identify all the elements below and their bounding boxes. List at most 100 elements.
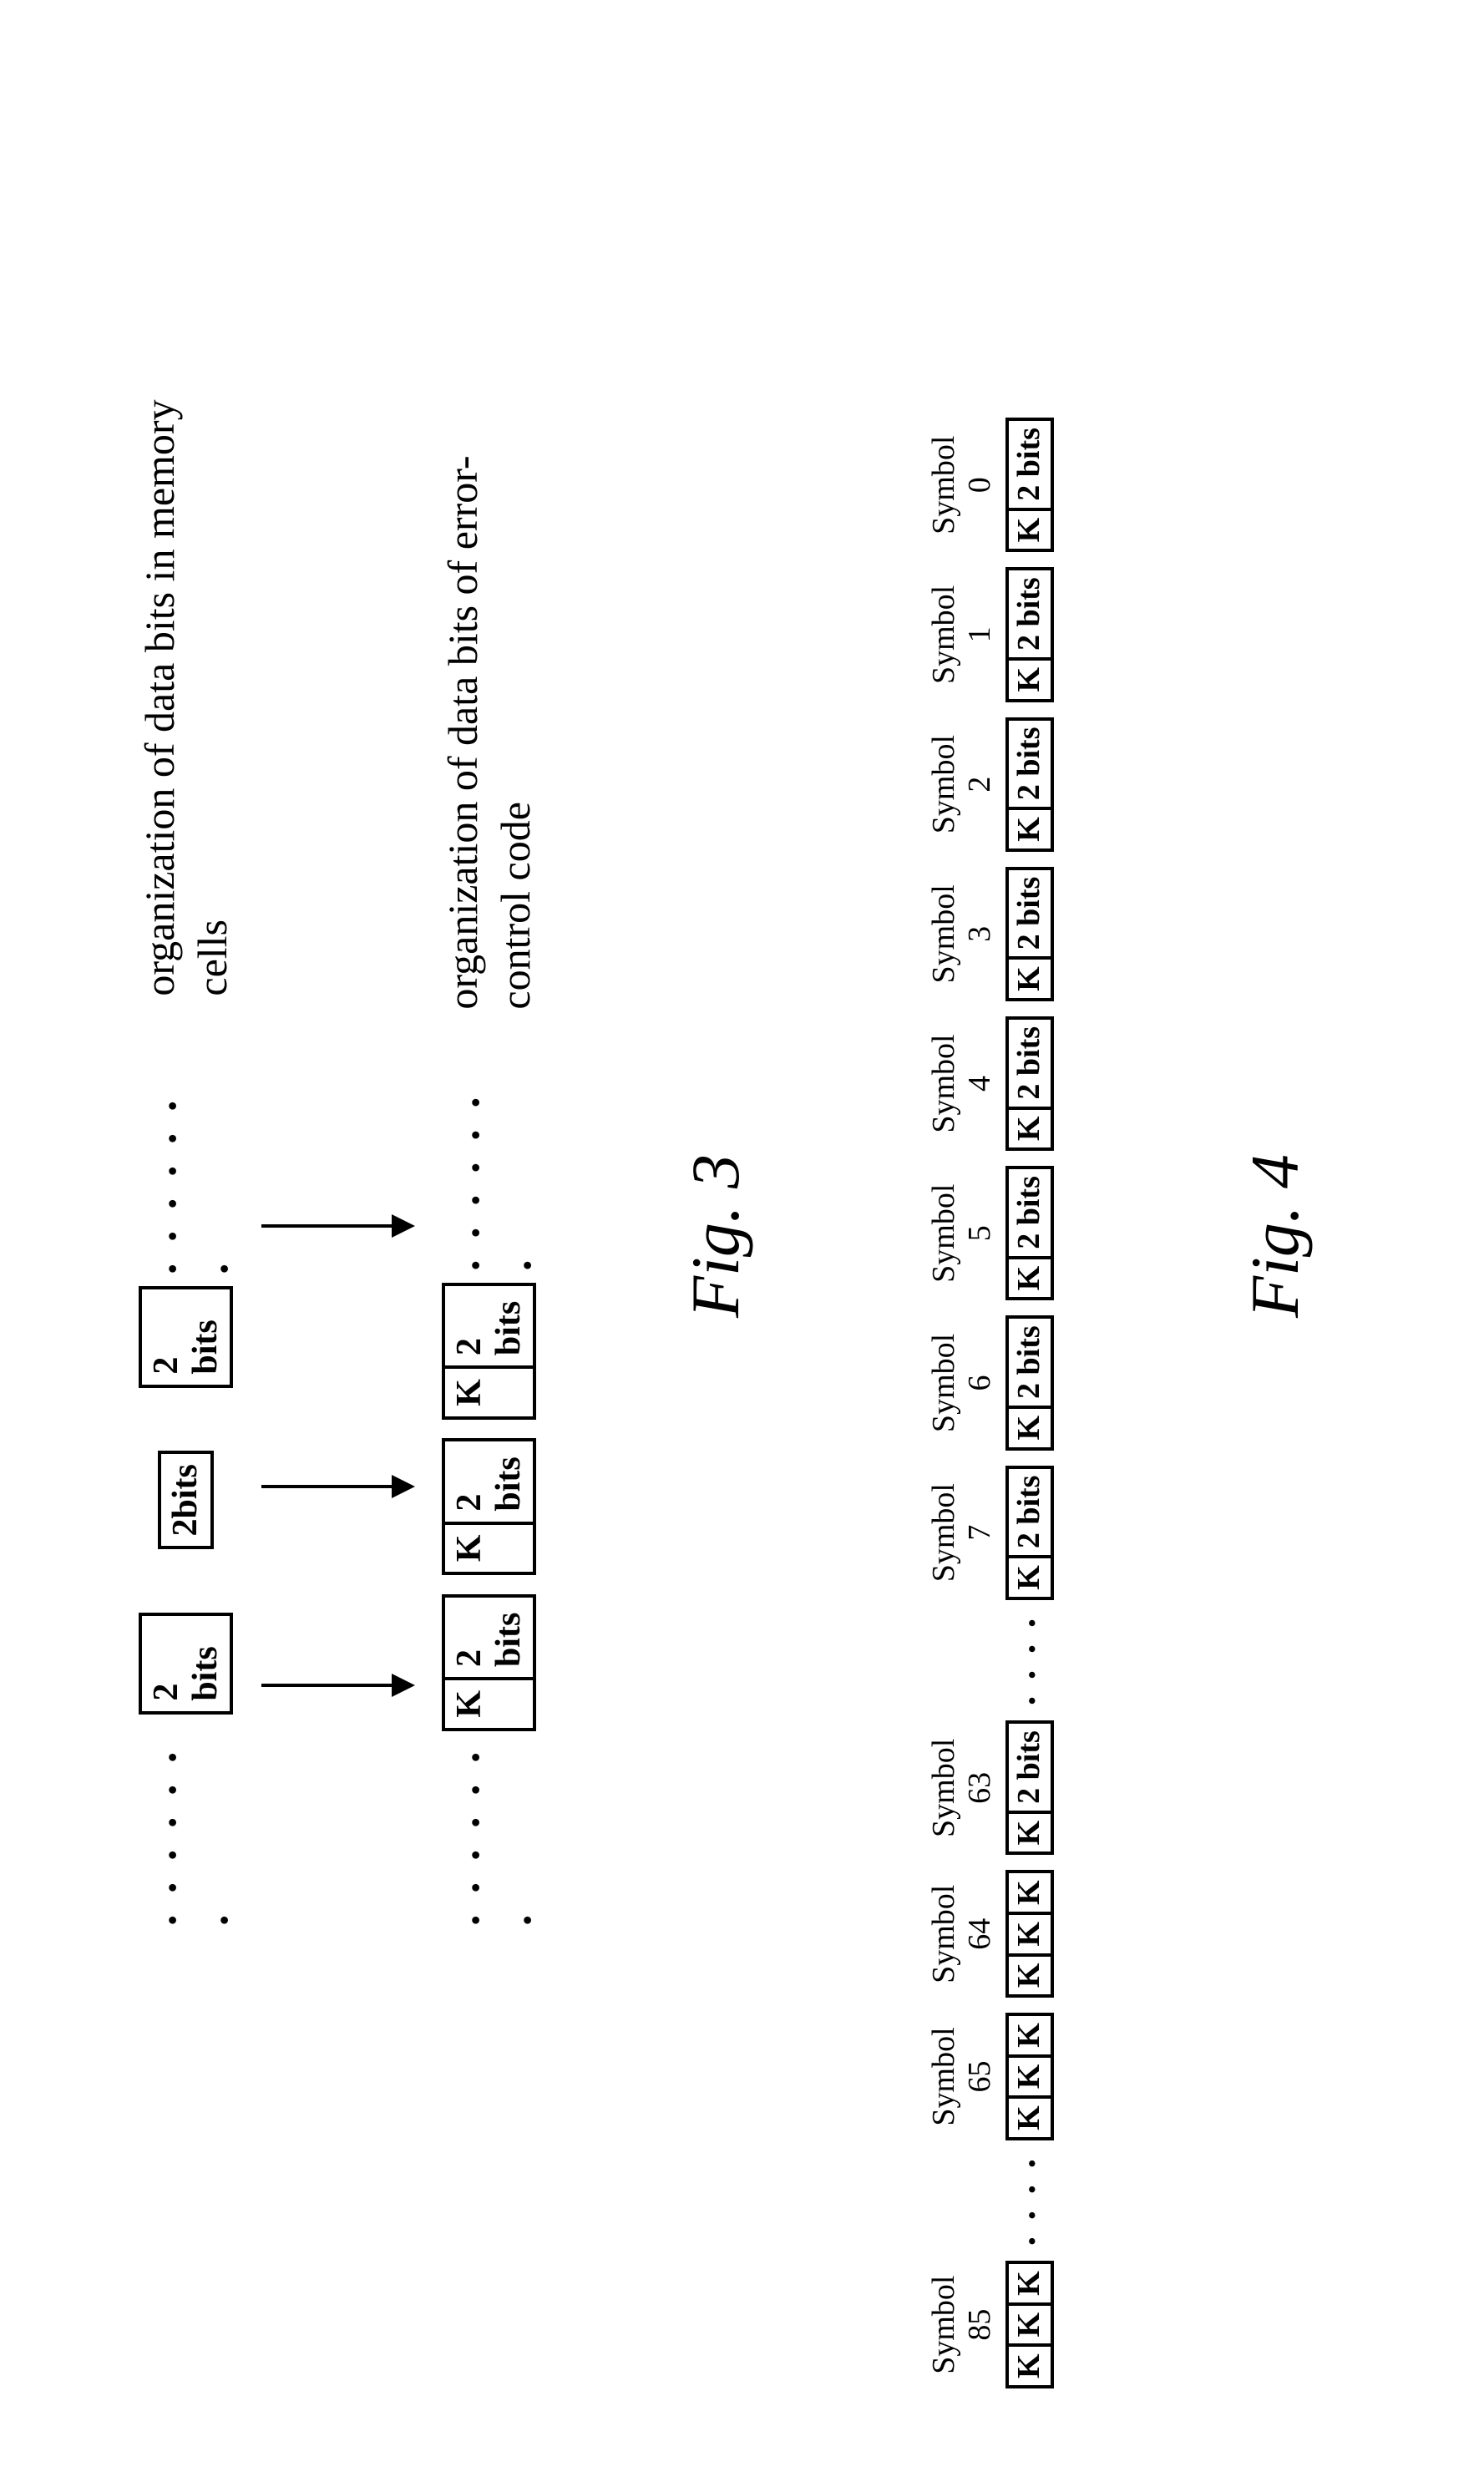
fig3-bottom-label: organization of data bits of error-contr… bbox=[437, 351, 541, 1010]
k-seg: K bbox=[442, 1365, 535, 1420]
bits-seg: 2 bits bbox=[1005, 867, 1054, 957]
symbol-index: 4 bbox=[962, 1034, 999, 1132]
symbol-word: Symbol bbox=[926, 884, 963, 983]
k-seg: K bbox=[1005, 956, 1054, 1001]
ellipsis: . . . . . . . bbox=[134, 1063, 238, 1286]
symbol-index: 0 bbox=[962, 436, 999, 534]
symbol-box: K2 bits bbox=[1005, 1720, 1054, 1855]
symbol-column: Symbol1K2 bits bbox=[919, 567, 1054, 702]
bits-seg: 2 bits bbox=[1005, 567, 1054, 657]
cell-value: 2bits bbox=[158, 1451, 213, 1549]
fig3-arrows bbox=[253, 351, 437, 1938]
symbol-label: Symbol4 bbox=[919, 1034, 999, 1132]
symbol-column: Symbol2K2 bits bbox=[919, 717, 1054, 852]
symbol-index: 85 bbox=[962, 2276, 999, 2374]
figure-4: Symbol85KKK. . . .Symbol65KKKSymbol64KKK… bbox=[919, 84, 1054, 2388]
symbol-index: 2 bbox=[962, 735, 999, 833]
k-seg: K bbox=[1005, 2054, 1054, 2096]
symbol-index: 65 bbox=[962, 2027, 999, 2125]
ecc-cell: K 2 bits bbox=[442, 1283, 535, 1420]
symbol-box: K2 bits bbox=[1005, 1016, 1054, 1151]
symbol-label: Symbol64 bbox=[919, 1885, 999, 1983]
symbol-column: Symbol5K2 bits bbox=[919, 1166, 1054, 1300]
symbol-box: K2 bits bbox=[1005, 1315, 1054, 1450]
arrow-icon bbox=[261, 1485, 412, 1488]
symbol-box: K2 bits bbox=[1005, 418, 1054, 552]
k-seg: K bbox=[1005, 1406, 1054, 1451]
symbol-index: 3 bbox=[962, 884, 999, 983]
symbol-label: Symbol3 bbox=[919, 884, 999, 983]
symbol-index: 1 bbox=[962, 585, 999, 684]
symbol-box: K2 bits bbox=[1005, 567, 1054, 702]
symbol-word: Symbol bbox=[926, 1739, 963, 1837]
bits-seg: 2 bits bbox=[1005, 1166, 1054, 1256]
symbol-word: Symbol bbox=[926, 436, 963, 534]
ellipsis: . . . . bbox=[1000, 1615, 1054, 1706]
symbol-label: Symbol1 bbox=[919, 585, 999, 684]
symbol-box: K2 bits bbox=[1005, 867, 1054, 1001]
bits-seg: 2 bits bbox=[1005, 717, 1054, 808]
k-seg: K bbox=[1005, 1811, 1054, 1856]
k-seg: K bbox=[1005, 1953, 1054, 1998]
ellipsis: . . . . . . . bbox=[134, 1715, 238, 1938]
symbol-column: Symbol65KKK bbox=[919, 2013, 1054, 2140]
symbol-word: Symbol bbox=[926, 1334, 963, 1432]
symbol-word: Symbol bbox=[926, 1184, 963, 1283]
bits-seg: 2 bits bbox=[1005, 1315, 1054, 1406]
bits-seg: 2 bits bbox=[442, 1283, 535, 1365]
cell-value: 2 bits bbox=[139, 1286, 232, 1388]
symbol-label: Symbol63 bbox=[919, 1739, 999, 1837]
k-seg: K bbox=[1005, 1107, 1054, 1152]
symbol-column: Symbol85KKK bbox=[919, 2261, 1054, 2388]
symbol-box: K2 bits bbox=[1005, 1166, 1054, 1300]
symbol-column: Symbol64KKK bbox=[919, 1870, 1054, 1998]
symbol-word: Symbol bbox=[926, 585, 963, 684]
bits-seg: 2 bits bbox=[1005, 1466, 1054, 1556]
symbol-word: Symbol bbox=[926, 2027, 963, 2125]
k-seg: K bbox=[1005, 807, 1054, 852]
rotated-canvas: . . . . . . . 2 bits 2bits 2 bits . . . … bbox=[0, 0, 1484, 2472]
symbol-index: 6 bbox=[962, 1334, 999, 1432]
arrow-icon bbox=[261, 1684, 412, 1687]
ellipsis: . . . . bbox=[1000, 2155, 1054, 2247]
ecc-cell: K 2 bits bbox=[442, 1438, 535, 1575]
symbol-box: K2 bits bbox=[1005, 717, 1054, 852]
k-seg: K bbox=[1005, 1555, 1054, 1600]
symbol-column: Symbol4K2 bits bbox=[919, 1016, 1054, 1151]
k-seg: K bbox=[1005, 1912, 1054, 1953]
cell-value: 2 bits bbox=[139, 1613, 232, 1715]
ellipsis: . . . . . . . bbox=[438, 1076, 541, 1283]
bits-seg: 2 bits bbox=[442, 1594, 535, 1677]
symbol-label: Symbol5 bbox=[919, 1184, 999, 1283]
symbol-word: Symbol bbox=[926, 1483, 963, 1582]
figure-4-caption: Fig. 4 bbox=[1236, 0, 1314, 2472]
memory-cell: 2bits bbox=[158, 1451, 213, 1549]
k-seg: K bbox=[1005, 1870, 1054, 1912]
figure-3-caption: Fig. 3 bbox=[676, 0, 755, 2472]
symbol-index: 64 bbox=[962, 1885, 999, 1983]
k-seg: K bbox=[1005, 2095, 1054, 2140]
k-seg: K bbox=[1005, 2013, 1054, 2054]
symbol-word: Symbol bbox=[926, 2276, 963, 2374]
k-seg: K bbox=[442, 1522, 535, 1576]
arrow-icon bbox=[261, 1224, 412, 1228]
symbol-column: Symbol3K2 bits bbox=[919, 867, 1054, 1001]
k-seg: K bbox=[1005, 1256, 1054, 1301]
symbol-index: 5 bbox=[962, 1184, 999, 1283]
k-seg: K bbox=[1005, 2302, 1054, 2344]
ellipsis: . . . . . . . bbox=[438, 1731, 541, 1938]
memory-cell: 2 bits bbox=[139, 1613, 232, 1715]
symbol-box: KKK bbox=[1005, 2261, 1054, 2388]
fig3-top-row: . . . . . . . 2 bits 2bits 2 bits . . . … bbox=[134, 351, 238, 1938]
k-seg: K bbox=[1005, 657, 1054, 702]
symbol-index: 7 bbox=[962, 1483, 999, 1582]
figure-3: . . . . . . . 2 bits 2bits 2 bits . . . … bbox=[134, 351, 541, 1938]
fig3-bottom-row: . . . . . . . K 2 bits K 2 bits K 2 bits… bbox=[437, 351, 541, 1938]
bits-seg: 2 bits bbox=[442, 1438, 535, 1521]
symbol-box: KKK bbox=[1005, 2013, 1054, 2140]
fig3-top-label: organization of data bits in memory cell… bbox=[134, 351, 238, 996]
symbol-box: K2 bits bbox=[1005, 1466, 1054, 1600]
k-seg: K bbox=[442, 1677, 535, 1731]
symbol-label: Symbol2 bbox=[919, 735, 999, 833]
symbol-word: Symbol bbox=[926, 1885, 963, 1983]
